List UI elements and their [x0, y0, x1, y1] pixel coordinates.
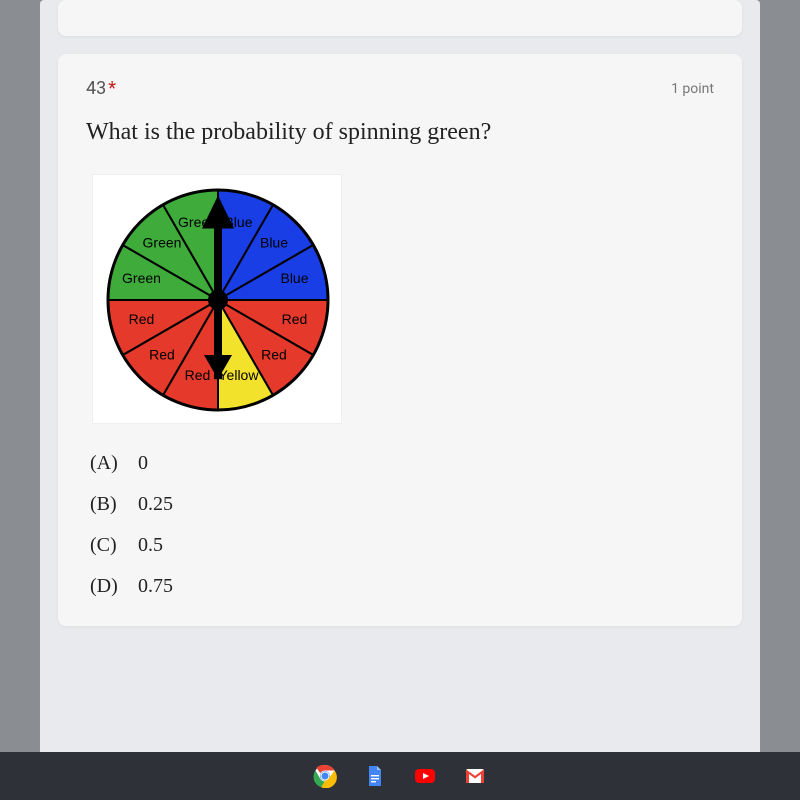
choice-value: 0: [138, 452, 148, 475]
answer-choices: (A) 0 (B) 0.25 (C) 0.5 (D) 0.75: [86, 452, 714, 598]
question-points: 1 point: [671, 81, 714, 97]
chrome-icon[interactable]: [313, 764, 337, 788]
gmail-icon[interactable]: [463, 764, 487, 788]
svg-text:Red: Red: [185, 367, 211, 383]
question-number-text: 43: [86, 78, 106, 99]
question-header: 43* 1 point: [86, 78, 714, 99]
question-text: What is the probability of spinning gree…: [86, 119, 714, 146]
choice-letter: (D): [90, 575, 122, 598]
question-card: 43* 1 point What is the probability of s…: [58, 54, 742, 626]
taskbar: [0, 752, 800, 800]
required-asterisk: *: [108, 78, 116, 99]
choice-letter: (B): [90, 493, 122, 516]
svg-text:Red: Red: [261, 347, 287, 363]
answer-choice[interactable]: (B) 0.25: [90, 493, 714, 516]
svg-text:Red: Red: [282, 311, 308, 327]
docs-icon[interactable]: [363, 764, 387, 788]
answer-choice[interactable]: (D) 0.75: [90, 575, 714, 598]
svg-text:Red: Red: [129, 311, 155, 327]
spinner-image: BlueBlueRedRedYellowRedRedRedGreenGreenG…: [92, 174, 342, 424]
form-screen: 43* 1 point What is the probability of s…: [40, 0, 760, 800]
question-number: 43*: [86, 78, 116, 99]
choice-value: 0.25: [138, 493, 173, 516]
choice-value: 0.5: [138, 534, 163, 557]
answer-choice[interactable]: (A) 0: [90, 452, 714, 475]
choice-value: 0.75: [138, 575, 173, 598]
youtube-icon[interactable]: [413, 764, 437, 788]
svg-text:Yellow: Yellow: [219, 367, 260, 383]
svg-text:Red: Red: [149, 347, 175, 363]
choice-letter: (C): [90, 534, 122, 557]
choice-letter: (A): [90, 452, 122, 475]
svg-text:Blue: Blue: [280, 270, 308, 286]
spinner-chart: BlueBlueRedRedYellowRedRedRedGreenGreenG…: [93, 175, 343, 425]
svg-text:Green: Green: [122, 270, 161, 286]
answer-choice[interactable]: (C) 0.5: [90, 534, 714, 557]
previous-question-card: [58, 0, 742, 36]
svg-text:Blue: Blue: [260, 235, 288, 251]
svg-text:Green: Green: [143, 235, 182, 251]
